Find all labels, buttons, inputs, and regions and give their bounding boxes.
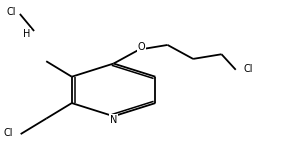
Text: O: O xyxy=(138,42,145,52)
Text: Cl: Cl xyxy=(3,128,13,138)
Text: Cl: Cl xyxy=(7,7,16,17)
Text: N: N xyxy=(110,115,117,125)
Text: Cl: Cl xyxy=(244,64,253,74)
Text: H: H xyxy=(23,29,31,39)
